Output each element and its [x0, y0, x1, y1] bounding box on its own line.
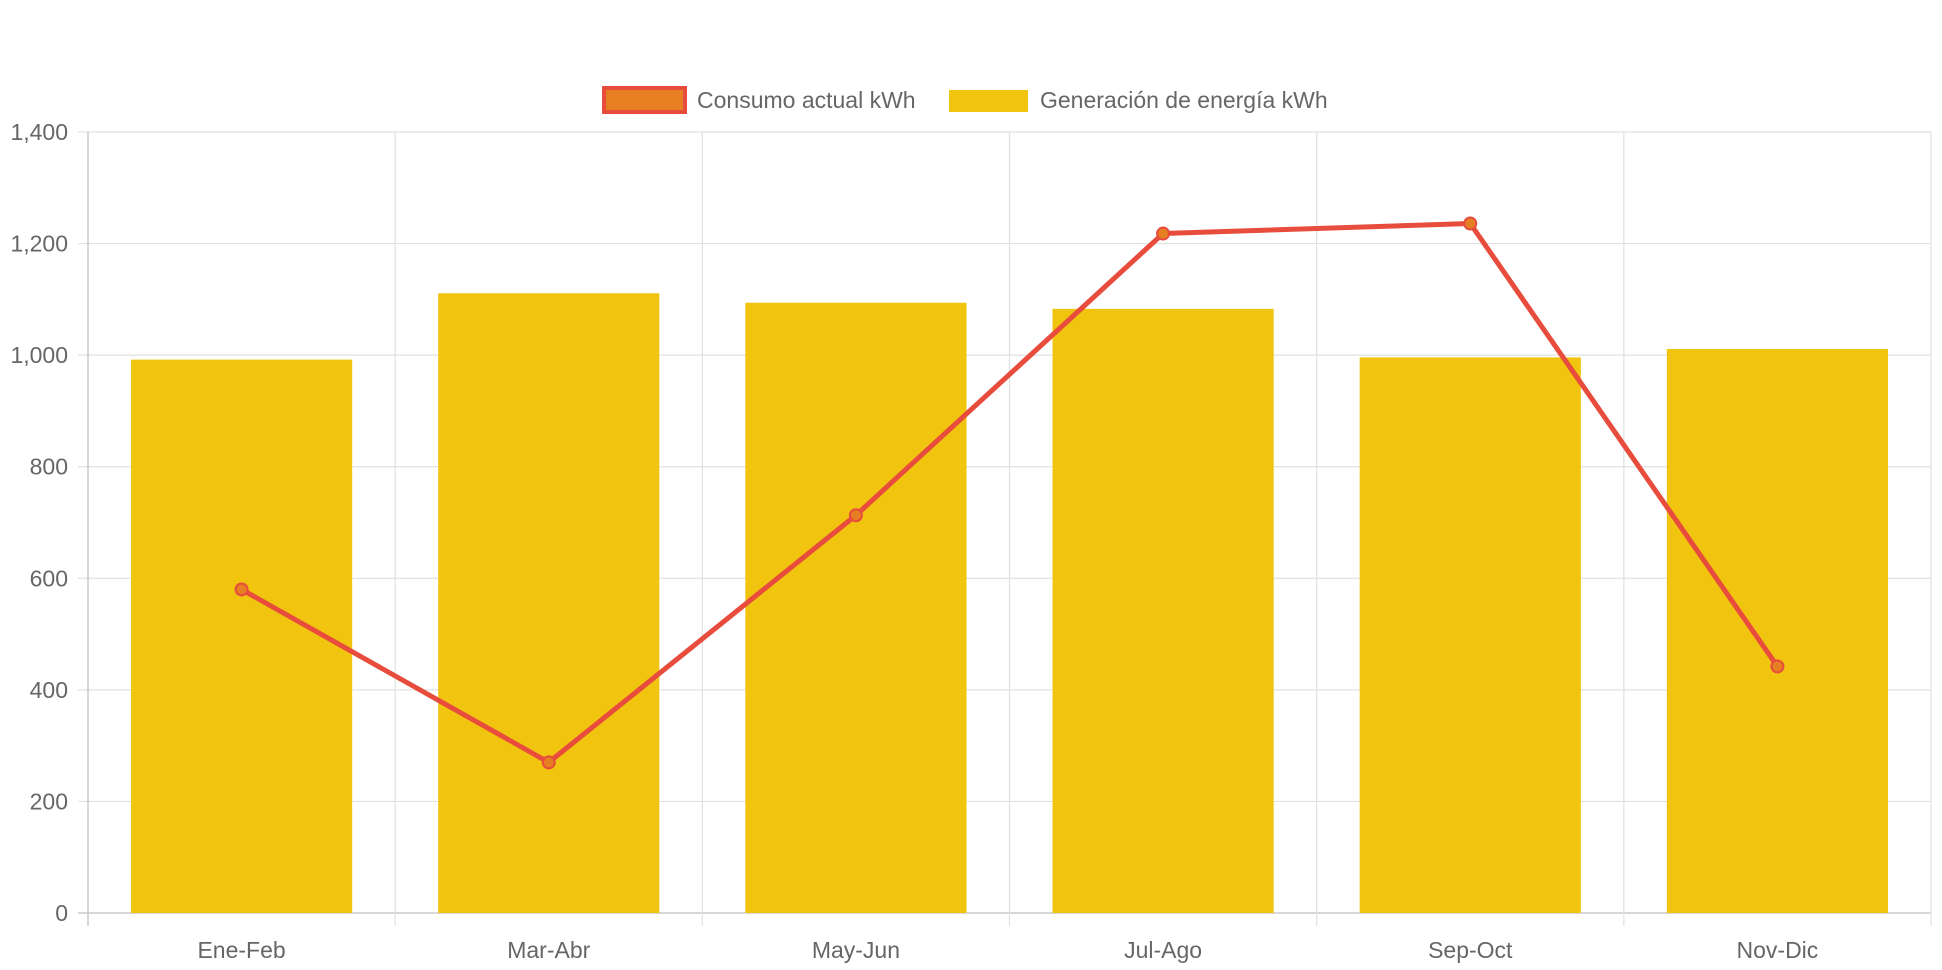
bar[interactable]: [745, 302, 967, 913]
legend-label-consumo: Consumo actual kWh: [697, 87, 916, 113]
y-tick-label: 1,000: [10, 342, 68, 368]
y-tick-label: 200: [30, 788, 68, 814]
legend-item-consumo[interactable]: Consumo actual kWh: [602, 86, 916, 114]
line-point[interactable]: [541, 755, 556, 770]
bar[interactable]: [438, 293, 660, 913]
x-tick-label: Ene-Feb: [197, 937, 285, 963]
legend-label-generacion: Generación de energía kWh: [1040, 87, 1328, 113]
legend: Consumo actual kWh Generación de energía…: [602, 86, 1328, 114]
y-tick-label: 1,200: [10, 231, 68, 257]
y-tick-label: 600: [30, 565, 68, 591]
line-series: [234, 216, 1785, 770]
grid-lines: [78, 131, 1932, 926]
line-point[interactable]: [1463, 216, 1478, 231]
x-tick-label: Mar-Abr: [507, 937, 590, 963]
bar[interactable]: [1052, 308, 1274, 914]
y-tick-label: 800: [30, 454, 68, 480]
y-tick-label: 0: [55, 900, 68, 926]
line-point[interactable]: [848, 508, 863, 523]
bar-series: [131, 293, 1888, 914]
x-tick-label: Jul-Ago: [1124, 937, 1202, 963]
legend-swatch-consumo: [602, 86, 687, 114]
legend-item-generacion[interactable]: Generación de energía kWh: [949, 87, 1328, 113]
x-tick-label: May-Jun: [812, 937, 900, 963]
line-point[interactable]: [234, 582, 249, 597]
y-tick-label: 1,400: [10, 119, 68, 145]
x-tick-label: Nov-Dic: [1737, 937, 1819, 963]
bar[interactable]: [1359, 357, 1581, 914]
legend-swatch-generacion: [949, 90, 1028, 112]
axes: 0 200 400 600 800 1,000 1,200 1,400 Ene-Feb Mar-A…: [10, 119, 1818, 963]
line-point[interactable]: [1156, 226, 1171, 241]
bar[interactable]: [131, 359, 353, 913]
bar[interactable]: [1666, 349, 1888, 913]
x-tick-label: Sep-Oct: [1428, 937, 1513, 963]
y-tick-label: 400: [30, 677, 68, 703]
line-path: [240, 220, 1780, 765]
line-point[interactable]: [1770, 659, 1785, 674]
